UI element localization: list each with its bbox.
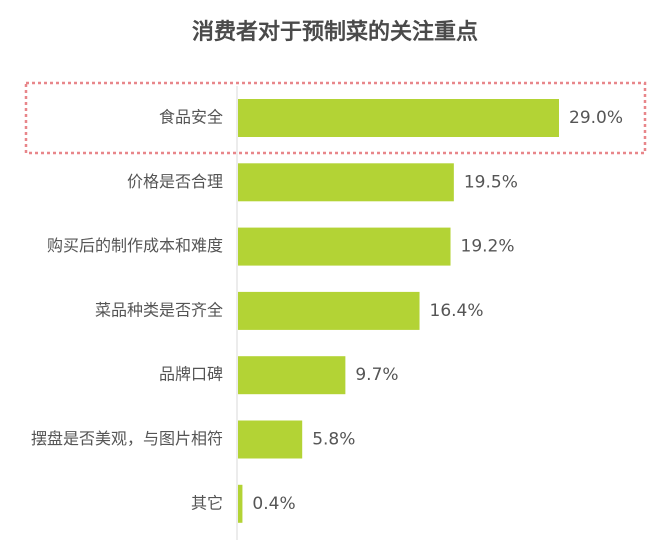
category-label: 菜品种类是否齐全 [95, 300, 223, 319]
bar [238, 420, 303, 459]
chart-title: 消费者对于预制菜的关注重点 [191, 20, 478, 45]
category-label: 摆盘是否美观，与图片相符 [31, 429, 223, 448]
value-label: 9.7% [355, 365, 398, 385]
category-label: 其它 [191, 493, 223, 512]
bar [238, 163, 454, 202]
highlight-box [24, 81, 647, 155]
value-label: 16.4% [430, 301, 484, 321]
bar [238, 227, 451, 266]
bar [238, 356, 346, 395]
value-label: 29.0% [569, 108, 623, 128]
category-label: 购买后的制作成本和难度 [47, 236, 223, 255]
bar [238, 484, 243, 523]
category-label: 价格是否合理 [127, 172, 223, 191]
value-label: 5.8% [312, 430, 355, 450]
value-label: 0.4% [252, 494, 295, 514]
bar [238, 291, 420, 330]
category-label: 品牌口碑 [159, 365, 223, 384]
value-label: 19.5% [464, 172, 518, 192]
bar [238, 99, 559, 137]
value-label: 19.2% [461, 237, 515, 257]
category-label: 食品安全 [159, 108, 223, 127]
